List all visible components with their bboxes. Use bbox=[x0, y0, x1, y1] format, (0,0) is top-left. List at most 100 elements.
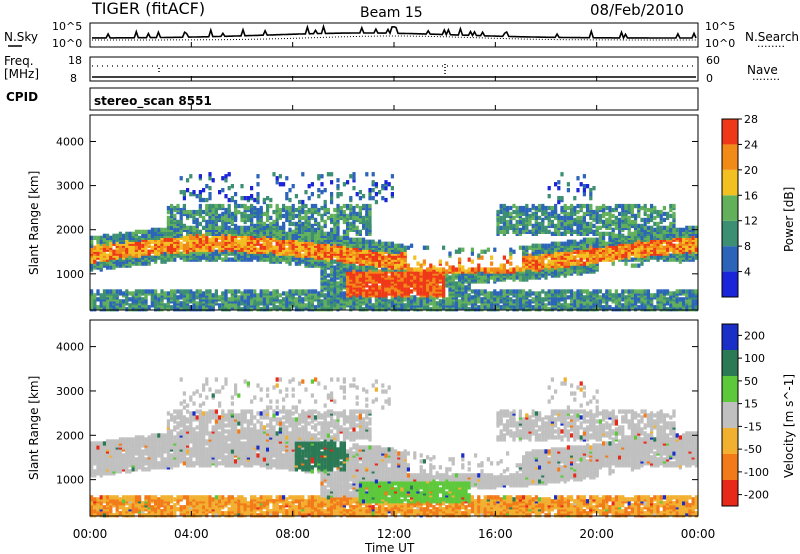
heatmap-cell bbox=[630, 231, 634, 236]
heatmap-cell bbox=[102, 289, 106, 294]
heatmap-cell bbox=[582, 227, 586, 232]
cpid-value: stereo_scan 8551 bbox=[94, 94, 212, 109]
heatmap-cell bbox=[346, 235, 350, 240]
heatmap-cell bbox=[170, 219, 174, 225]
heatmap-cell bbox=[515, 219, 519, 225]
heatmap-cell bbox=[483, 289, 487, 294]
heatmap-cell bbox=[250, 289, 254, 294]
heatmap-cell bbox=[467, 257, 471, 262]
heatmap-cell bbox=[240, 217, 244, 223]
heatmap-cell bbox=[544, 209, 548, 215]
heatmap-cell bbox=[333, 287, 337, 292]
heatmap-cell bbox=[320, 305, 324, 310]
heatmap-cell bbox=[118, 253, 122, 258]
heatmap-cell bbox=[170, 231, 174, 236]
heatmap-cell bbox=[496, 221, 500, 227]
heatmap-cell bbox=[387, 241, 391, 246]
heatmap-cell bbox=[227, 233, 231, 238]
heatmap-cell bbox=[365, 227, 369, 232]
heatmap-cell bbox=[192, 303, 196, 308]
heatmap-cell bbox=[115, 233, 119, 238]
heatmap-cell bbox=[486, 247, 490, 252]
heatmap-cell bbox=[560, 303, 564, 308]
heatmap-cell bbox=[662, 229, 666, 234]
heatmap-cell bbox=[630, 203, 634, 209]
heatmap-cell bbox=[598, 213, 602, 219]
heatmap-cell bbox=[544, 205, 548, 211]
heatmap-cell bbox=[176, 289, 180, 294]
heatmap-cell bbox=[102, 233, 106, 238]
heatmap-cell bbox=[499, 305, 503, 310]
heatmap-cell bbox=[538, 243, 542, 248]
heatmap-cell bbox=[586, 295, 590, 300]
heatmap-cell bbox=[458, 277, 462, 282]
heatmap-cell bbox=[208, 305, 212, 310]
heatmap-cell bbox=[320, 225, 324, 230]
heatmap-cell bbox=[566, 307, 570, 312]
heatmap-cell bbox=[189, 213, 193, 219]
heatmap-cell bbox=[637, 239, 641, 244]
heatmap-cell bbox=[394, 291, 398, 296]
heatmap-cell bbox=[618, 229, 622, 234]
heatmap-cell bbox=[336, 207, 340, 213]
heatmap-cell bbox=[400, 247, 404, 252]
heatmap-cell bbox=[666, 307, 670, 312]
heatmap-cell bbox=[499, 219, 503, 225]
heatmap-cell bbox=[387, 275, 391, 280]
heatmap-cell bbox=[173, 227, 177, 232]
heatmap-cell bbox=[307, 215, 311, 221]
heatmap-cell bbox=[198, 301, 202, 306]
heatmap-cell bbox=[90, 289, 94, 294]
heatmap-cell bbox=[96, 289, 100, 294]
heatmap-cell bbox=[259, 205, 263, 211]
heatmap-cell bbox=[349, 249, 353, 254]
heatmap-cell bbox=[99, 235, 103, 240]
heatmap-cell bbox=[166, 245, 170, 250]
heatmap-cell bbox=[566, 289, 570, 294]
heatmap-cell bbox=[109, 303, 113, 308]
heatmap-cell bbox=[438, 259, 442, 264]
heatmap-cell bbox=[106, 299, 110, 304]
heatmap-cell bbox=[544, 229, 548, 234]
heatmap-cell bbox=[589, 249, 593, 254]
heatmap-cell bbox=[605, 257, 609, 262]
heatmap-cell bbox=[144, 249, 148, 254]
heatmap-cell bbox=[602, 231, 606, 236]
heatmap-cell bbox=[131, 291, 135, 296]
heatmap-cell bbox=[259, 253, 263, 258]
heatmap-cell bbox=[106, 239, 110, 244]
heatmap-cell bbox=[592, 213, 596, 219]
heatmap-cell bbox=[614, 203, 618, 209]
heatmap-cell bbox=[330, 180, 334, 185]
heatmap-cell bbox=[163, 303, 167, 308]
heatmap-cell bbox=[640, 205, 644, 211]
heatmap-cell bbox=[170, 209, 174, 215]
heatmap-cell bbox=[240, 225, 244, 230]
heatmap-cell bbox=[483, 275, 487, 280]
heatmap-cell bbox=[326, 261, 330, 266]
heatmap-cell bbox=[448, 295, 452, 300]
heatmap-cell bbox=[288, 307, 292, 312]
heatmap-cell bbox=[557, 289, 561, 294]
heatmap-cell bbox=[307, 289, 311, 294]
heatmap-cell bbox=[557, 196, 561, 201]
heatmap-cell bbox=[125, 289, 129, 294]
heatmap-cell bbox=[586, 207, 590, 213]
heatmap-cell bbox=[192, 295, 196, 300]
heatmap-cell bbox=[214, 225, 218, 230]
heatmap-cell bbox=[192, 235, 196, 240]
heatmap-cell bbox=[662, 205, 666, 211]
heatmap-cell bbox=[176, 295, 180, 300]
heatmap-cell bbox=[589, 237, 593, 242]
heatmap-cell bbox=[330, 196, 334, 201]
heatmap-cell bbox=[342, 203, 346, 209]
heatmap-cell bbox=[595, 225, 599, 230]
heatmap-cell bbox=[224, 213, 228, 219]
heatmap-cell bbox=[195, 233, 199, 238]
heatmap-cell bbox=[534, 291, 538, 296]
heatmap-cell bbox=[141, 289, 145, 294]
heatmap-cell bbox=[230, 215, 234, 221]
heatmap-cell bbox=[90, 263, 94, 268]
heatmap-cell bbox=[326, 273, 330, 278]
heatmap-cell bbox=[237, 239, 241, 244]
